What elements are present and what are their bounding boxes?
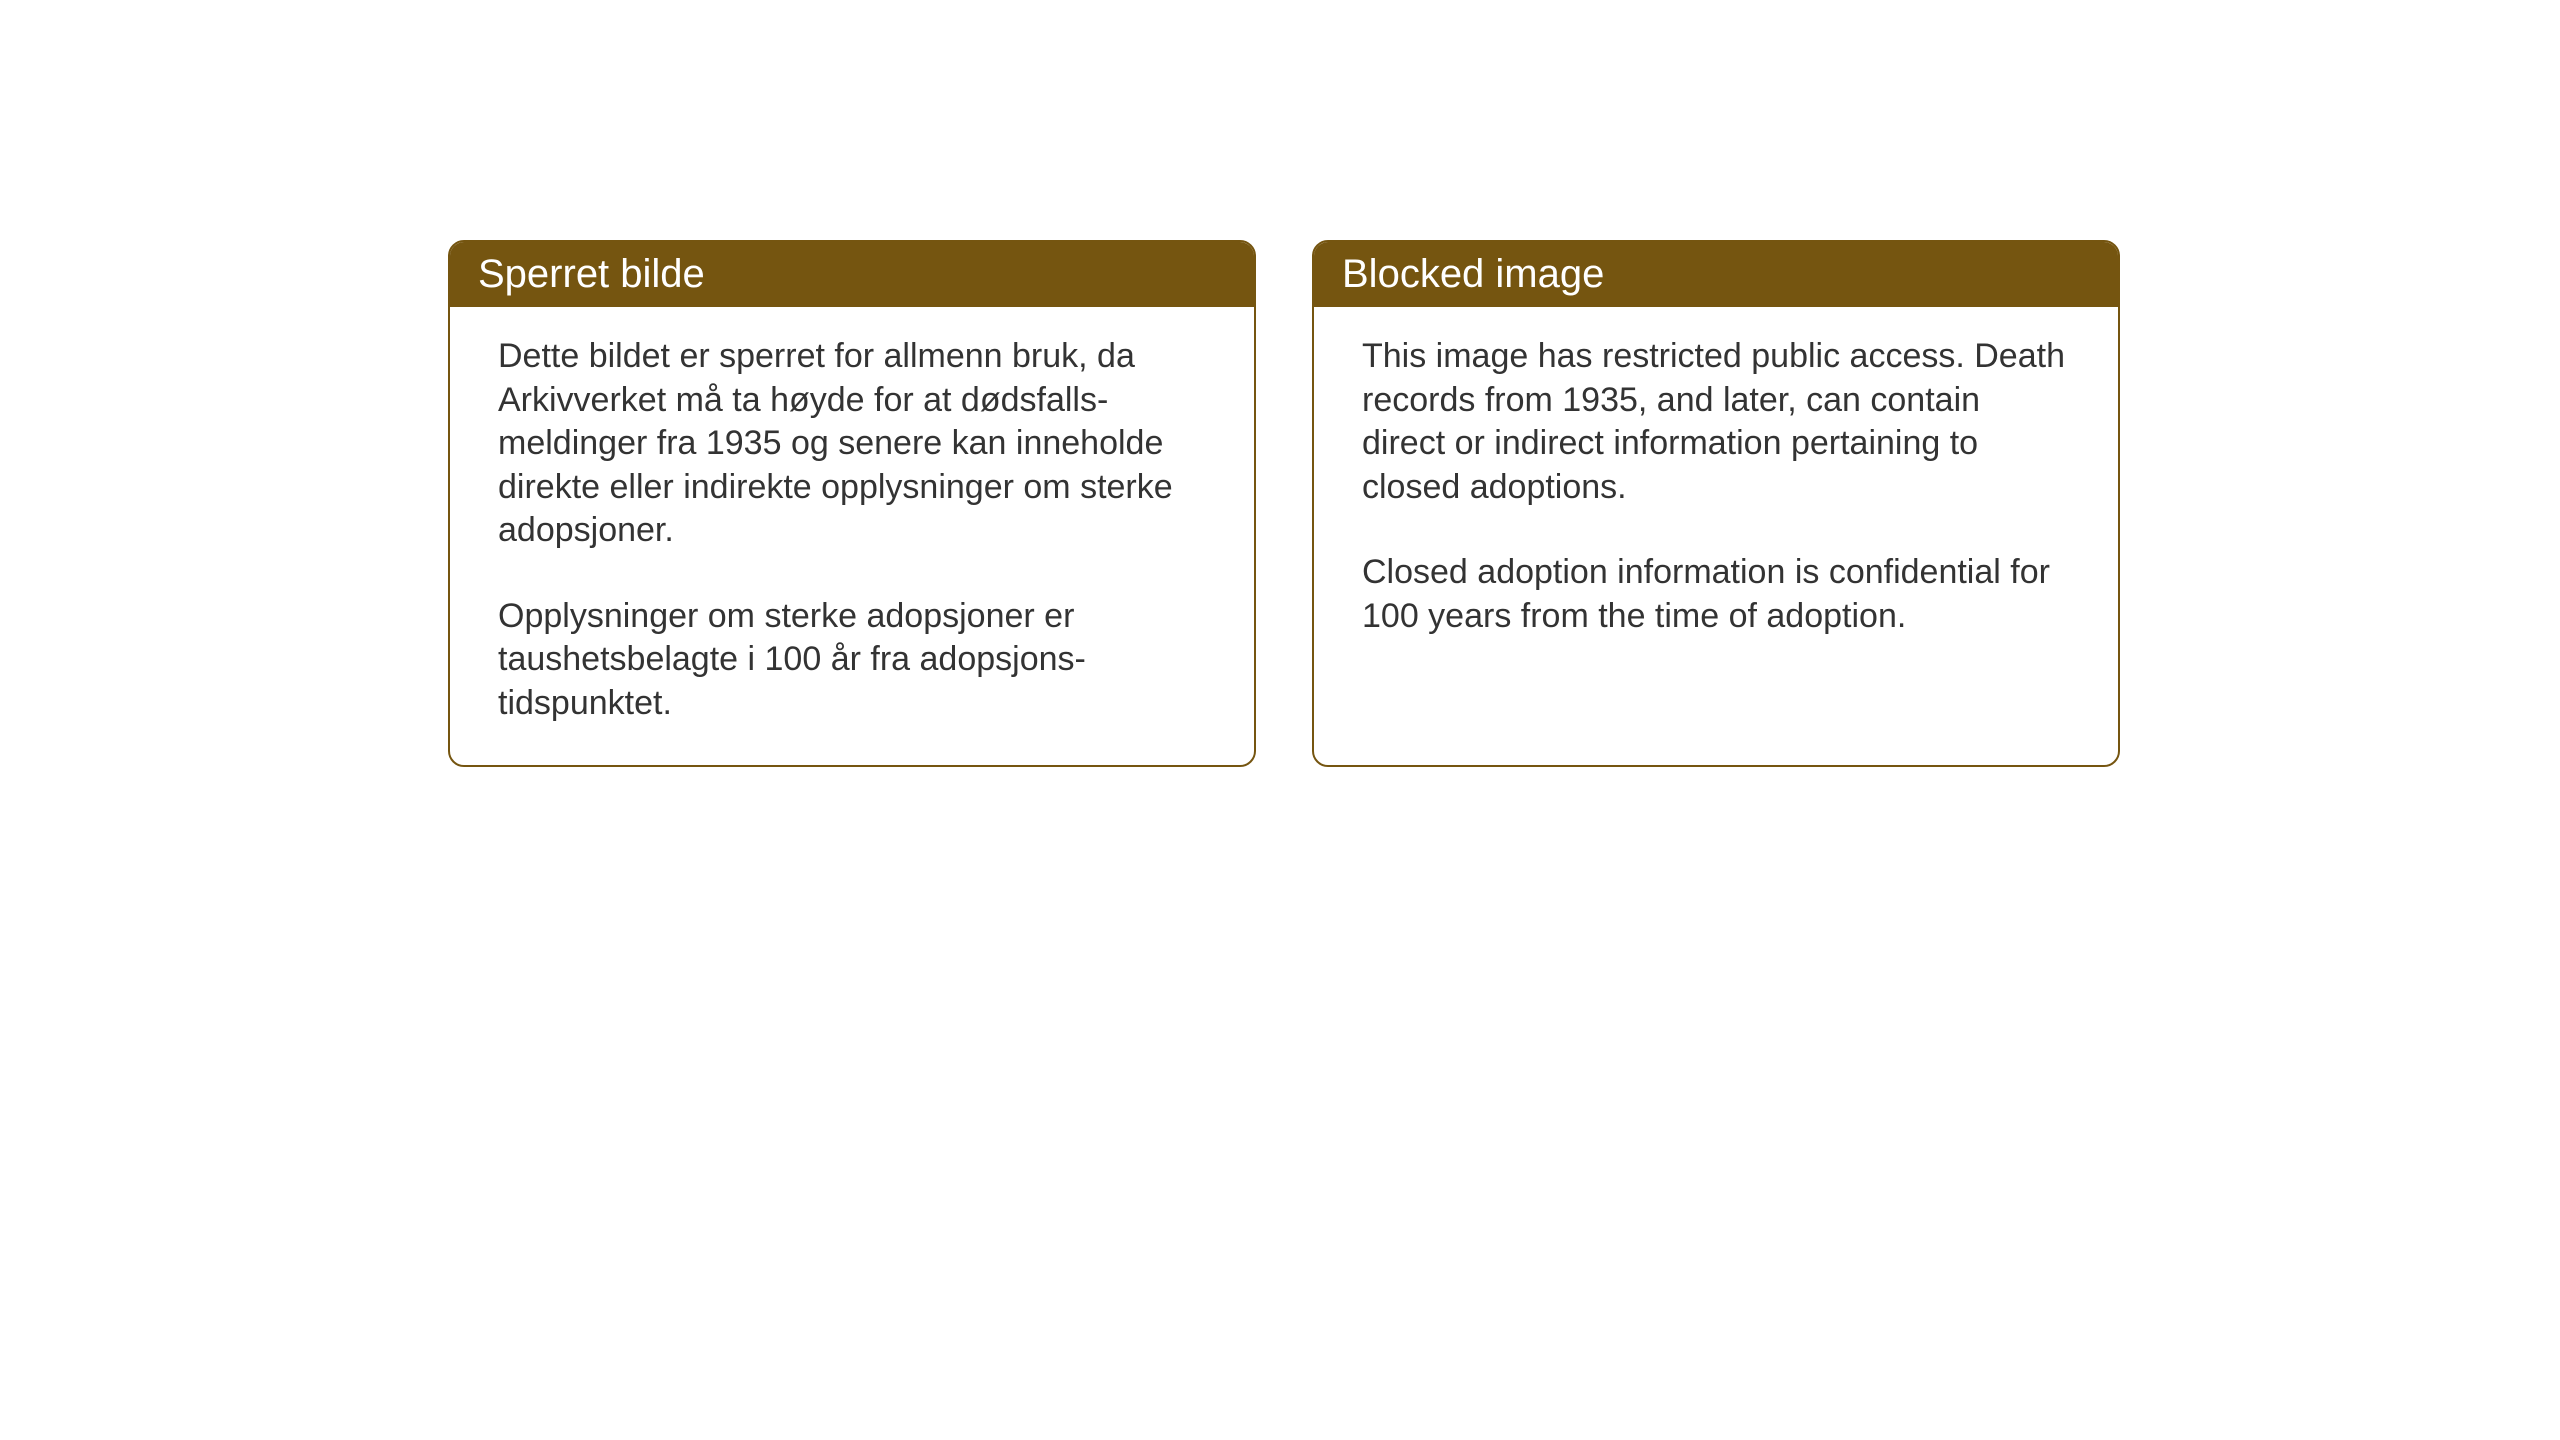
notice-paragraph-1-norwegian: Dette bildet er sperret for allmenn bruk… [498,335,1206,553]
notice-card-english: Blocked image This image has restricted … [1312,240,2120,767]
notice-body-english: This image has restricted public access.… [1314,307,2118,678]
notice-body-norwegian: Dette bildet er sperret for allmenn bruk… [450,307,1254,765]
notice-container: Sperret bilde Dette bildet er sperret fo… [448,240,2120,767]
notice-paragraph-1-english: This image has restricted public access.… [1362,335,2070,509]
notice-paragraph-2-norwegian: Opplysninger om sterke adopsjoner er tau… [498,595,1206,726]
notice-header-english: Blocked image [1314,242,2118,307]
notice-card-norwegian: Sperret bilde Dette bildet er sperret fo… [448,240,1256,767]
notice-title-english: Blocked image [1342,252,1604,296]
notice-header-norwegian: Sperret bilde [450,242,1254,307]
notice-paragraph-2-english: Closed adoption information is confident… [1362,551,2070,638]
notice-title-norwegian: Sperret bilde [478,252,705,296]
